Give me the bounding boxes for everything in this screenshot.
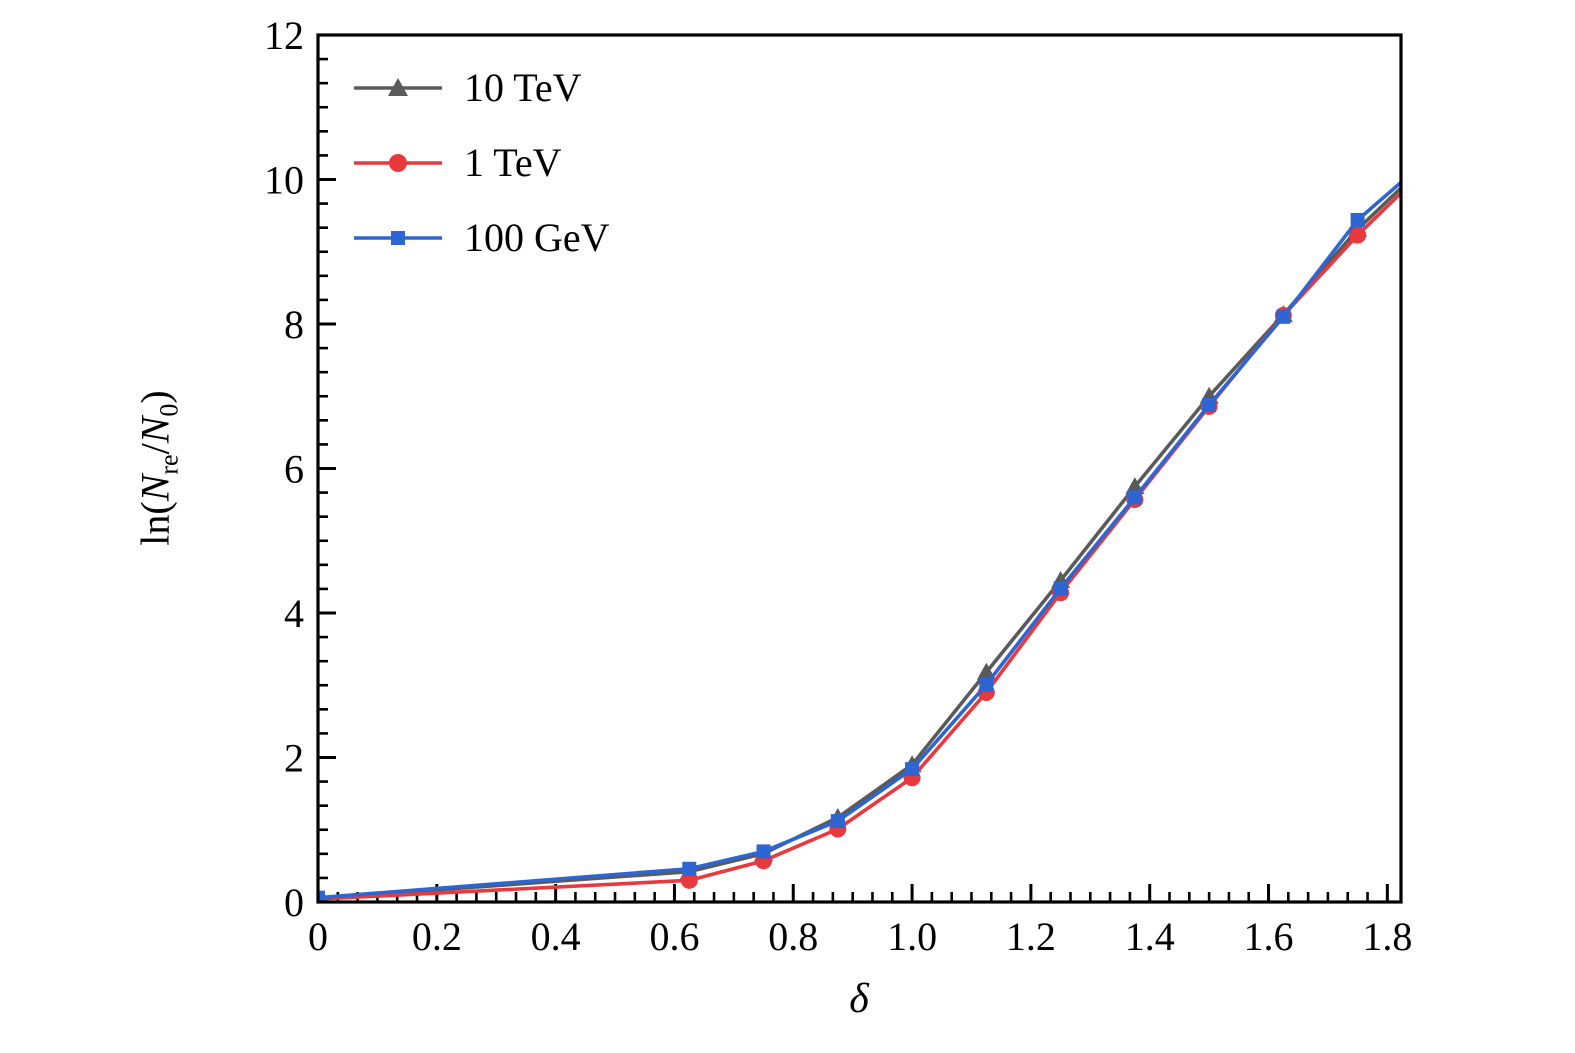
legend-label: 1 TeV bbox=[464, 139, 562, 185]
ylabel-divider: / bbox=[132, 443, 178, 455]
svg-text:2: 2 bbox=[284, 736, 304, 781]
svg-text:1.2: 1.2 bbox=[1006, 914, 1056, 959]
svg-text:0: 0 bbox=[284, 880, 304, 925]
svg-text:0.4: 0.4 bbox=[531, 914, 581, 959]
svg-text:4: 4 bbox=[284, 591, 304, 636]
legend-item-10tev: 10 TeV bbox=[352, 50, 610, 125]
ylabel-close: ) bbox=[132, 390, 178, 404]
ylabel-n1-sub: re bbox=[154, 454, 184, 475]
x-axis-label: δ bbox=[849, 976, 869, 1022]
svg-text:0.8: 0.8 bbox=[768, 914, 818, 959]
y-axis-label: ln(Nre/N0) bbox=[132, 390, 185, 545]
svg-text:1.6: 1.6 bbox=[1244, 914, 1294, 959]
legend: 10 TeV 1 TeV 100 GeV bbox=[352, 50, 610, 275]
ylabel-n2: N bbox=[132, 416, 178, 444]
svg-text:6: 6 bbox=[284, 447, 304, 492]
svg-text:1.4: 1.4 bbox=[1125, 914, 1175, 959]
ylabel-n1: N bbox=[132, 474, 178, 502]
legend-item-1tev: 1 TeV bbox=[352, 125, 610, 200]
legend-marker-triangle-icon bbox=[354, 77, 442, 96]
svg-text:10: 10 bbox=[264, 158, 304, 203]
svg-text:1.0: 1.0 bbox=[887, 914, 937, 959]
svg-text:12: 12 bbox=[264, 13, 304, 58]
legend-item-100gev: 100 GeV bbox=[352, 200, 610, 275]
legend-marker-square-icon bbox=[354, 230, 442, 245]
svg-text:0.2: 0.2 bbox=[412, 914, 462, 959]
legend-label: 10 TeV bbox=[464, 64, 582, 110]
legend-label: 100 GeV bbox=[464, 214, 610, 260]
svg-text:8: 8 bbox=[284, 302, 304, 347]
svg-text:1.8: 1.8 bbox=[1362, 914, 1412, 959]
svg-text:0.6: 0.6 bbox=[649, 914, 699, 959]
legend-marker-circle-icon bbox=[354, 153, 442, 172]
ylabel-func: ln( bbox=[132, 501, 178, 546]
ylabel-n2-sub: 0 bbox=[154, 403, 184, 417]
svg-text:0: 0 bbox=[308, 914, 328, 959]
